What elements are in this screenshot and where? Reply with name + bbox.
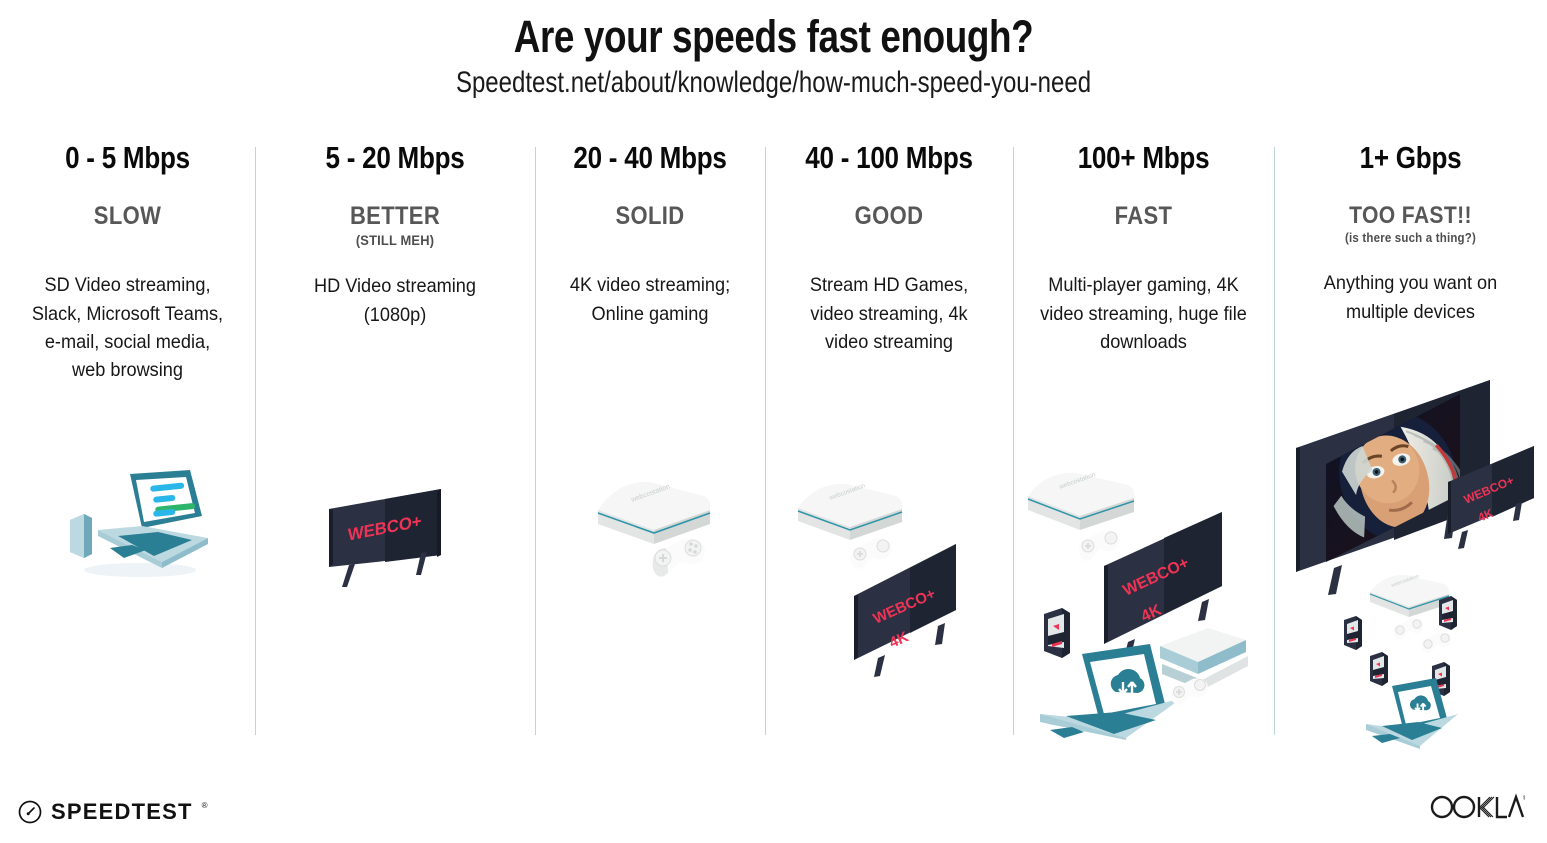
tier-rating-sublabel: (is there such a thing?) (1345, 231, 1476, 246)
game-controller-icon (1393, 618, 1424, 640)
speed-tier-column-4: 100+ Mbps FAST Multi-player gaming, 4K v… (1013, 134, 1274, 754)
phone-icon (1370, 652, 1388, 686)
tier-speed-label: 100+ Mbps (1077, 140, 1210, 175)
column-divider-1 (255, 147, 256, 735)
printer-icon (1160, 628, 1248, 690)
phone-icon (1044, 608, 1070, 658)
speed-tier-columns: 0 - 5 Mbps SLOW SD Video streaming, Slac… (0, 134, 1547, 754)
speedtest-trademark: ® (201, 801, 208, 810)
speedtest-logo: SPEEDTEST ® (18, 799, 208, 825)
laptop-icon (1366, 678, 1458, 749)
tier-rating-label: BETTER (349, 202, 441, 231)
game-controller-icon (652, 538, 705, 578)
phone-icon (1432, 662, 1450, 696)
page-subtitle: Speedtest.net/about/knowledge/how-much-s… (455, 66, 1092, 100)
tv-4k-label: 4K (887, 628, 912, 651)
page-title: Are your speeds fast enough? (513, 11, 1034, 62)
tier-speed-label: 5 - 20 Mbps (325, 140, 465, 175)
tier-description: HD Video streaming (1080p) (314, 275, 476, 326)
speed-tier-column-2: 20 - 40 Mbps SOLID 4K video streaming; O… (535, 134, 765, 754)
laptop-screen (130, 470, 202, 528)
game-controller-icon (1171, 678, 1208, 705)
tv-icon: WEBCO+ 4K (854, 544, 956, 677)
laptop-icon (1040, 644, 1182, 740)
tv-icon (329, 489, 441, 587)
tier-description: Multi-player gaming, 4K video streaming,… (1040, 274, 1247, 353)
tier-rating-label: GOOD (854, 202, 924, 231)
tier-rating-label: TOO FAST!! (1349, 202, 1472, 230)
tier-description: SD Video streaming, Slack, Microsoft Tea… (31, 274, 224, 382)
speed-tier-column-0: 0 - 5 Mbps SLOW SD Video streaming, Slac… (0, 134, 255, 754)
game-console-icon: webcostation (797, 482, 903, 540)
illustration-devices-col6: WEBCO+ 4K webcostation (1296, 380, 1534, 749)
cloud-sync-icon (1110, 669, 1145, 695)
tier-description: 4K video streaming; Online gaming (569, 274, 731, 325)
tv-4k-label: 4K (1476, 506, 1496, 525)
column-divider-2 (535, 147, 536, 735)
tier-description: Anything you want on multiple devices (1323, 272, 1498, 323)
tier-rating-sublabel: (STILL MEH) (355, 232, 435, 249)
tier-speed-label: 20 - 40 Mbps (573, 140, 727, 175)
tier-speed-label: 0 - 5 Mbps (65, 140, 190, 175)
laptop-icon (70, 470, 208, 577)
tier-rating-label: SLOW (93, 202, 162, 231)
tier-description: Stream HD Games, video streaming, 4k vid… (809, 274, 969, 353)
column-divider-4 (1013, 147, 1014, 735)
phone-icon (1344, 616, 1362, 650)
tier-rating-label: SOLID (615, 202, 685, 231)
illustration-console-col3: webcostation (597, 481, 711, 578)
game-console-icon: webcostation (597, 481, 711, 544)
cloud-sync-icon (1409, 695, 1431, 712)
game-controller-icon (1421, 632, 1452, 654)
game-controller-icon (1079, 529, 1120, 561)
speed-tier-column-5: 1+ Gbps TOO FAST!! (is there such a thin… (1274, 134, 1547, 754)
ookla-logo: ® (1429, 791, 1528, 826)
game-console-icon: webcostation (1369, 573, 1450, 617)
tier-speed-label: 1+ Gbps (1359, 140, 1462, 175)
illustration-laptop-col1 (70, 470, 208, 577)
illustration-devices-col5: webcostation WEBCO+ 4K (1027, 471, 1248, 740)
game-console-icon: webcostation (1027, 471, 1135, 530)
speed-tier-column-1: 5 - 20 Mbps BETTER (STILL MEH) HD Video … (255, 134, 535, 754)
header: Are your speeds fast enough? Speedtest.n… (0, 0, 1547, 99)
column-divider-5 (1274, 147, 1275, 735)
tv-astronaut-icon (1296, 380, 1490, 595)
tier-rating-label: FAST (1114, 202, 1173, 231)
speedtest-wordmark: SPEEDTEST (51, 799, 193, 824)
tv-icon: WEBCO+ 4K (1448, 446, 1534, 549)
speedometer-icon (18, 800, 42, 824)
phone-icon (1439, 596, 1457, 630)
ookla-trademark: ® (1523, 795, 1525, 802)
illustration-tv-col2: WEBCO+ (325, 487, 465, 592)
column-divider-3 (765, 147, 766, 735)
speed-tier-column-3: 40 - 100 Mbps GOOD Stream HD Games, vide… (765, 134, 1013, 754)
game-controller-icon (851, 537, 892, 569)
phone-icon (70, 514, 92, 558)
footer: SPEEDTEST ® ® (0, 773, 1547, 843)
ookla-wordmark: ® (1430, 793, 1528, 819)
tier-speed-label: 40 - 100 Mbps (805, 140, 973, 175)
illustration-devices-col4: webcostation WEBCO+ 4K (797, 482, 956, 677)
laptop-base (98, 526, 208, 568)
tv-icon: WEBCO+ 4K (1104, 512, 1222, 661)
